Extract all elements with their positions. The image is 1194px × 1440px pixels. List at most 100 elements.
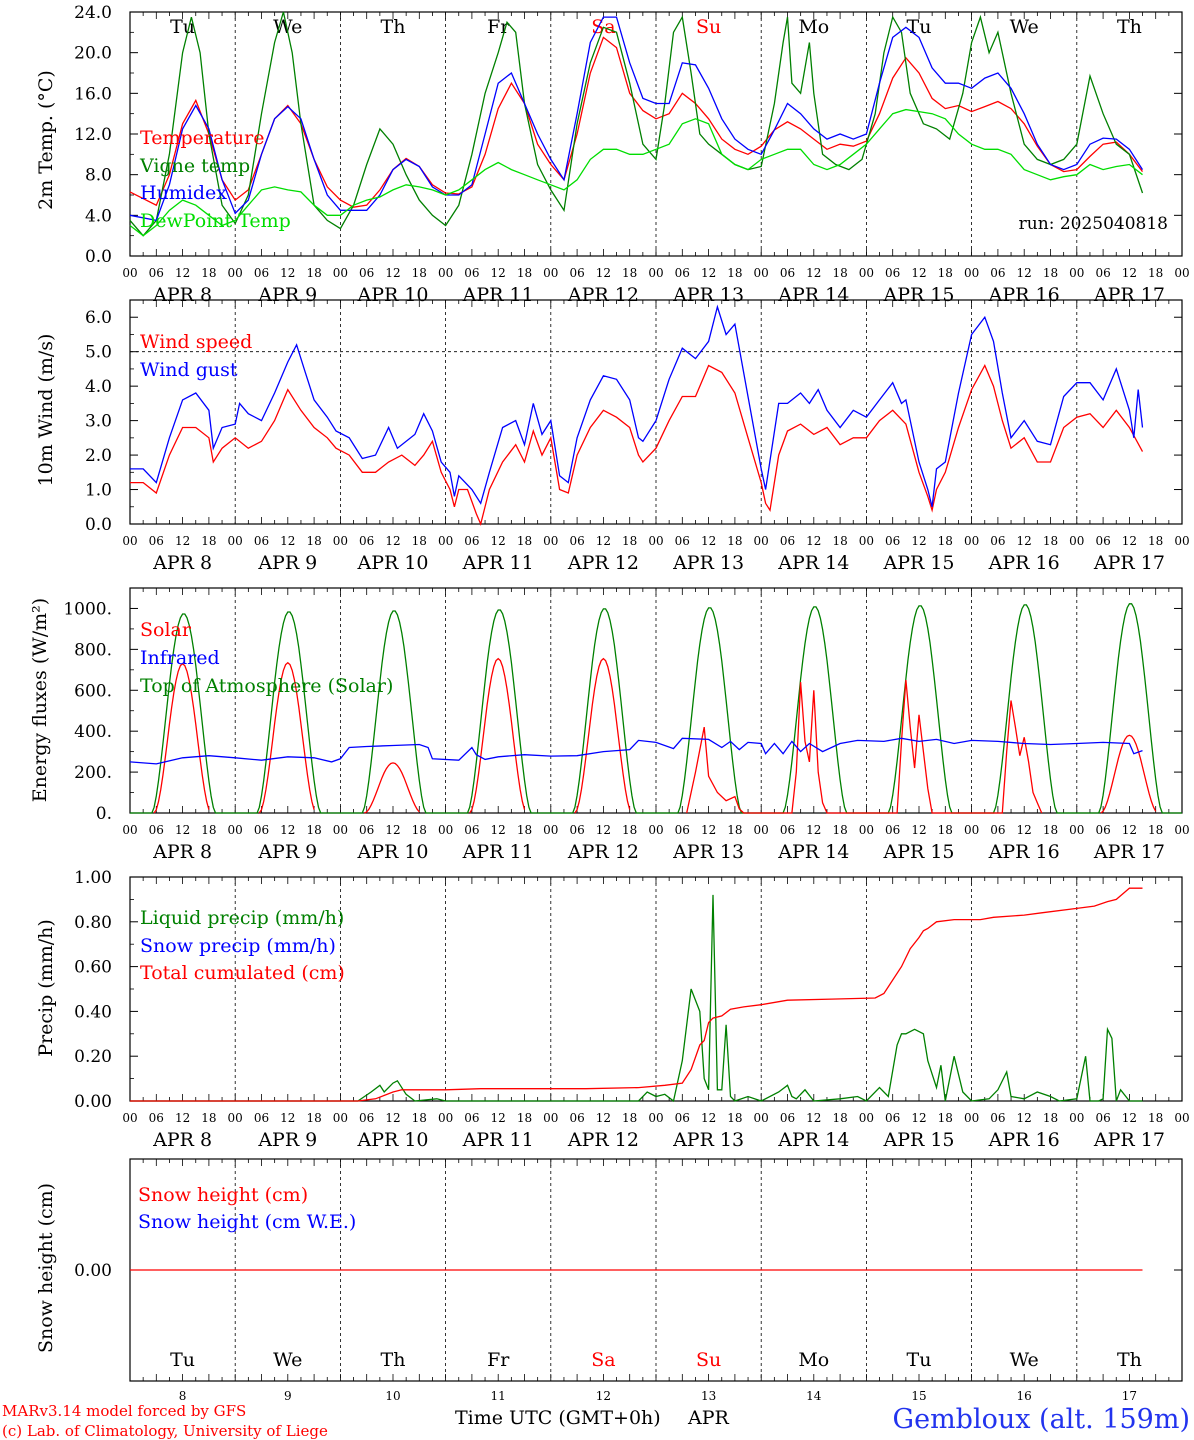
y-tick-label: 0.0: [85, 515, 112, 535]
y-tick-label: 1.0: [85, 481, 112, 501]
date-label: APR 9: [257, 552, 317, 574]
hour-tick-label: 06: [675, 823, 690, 837]
hour-tick-label: 06: [149, 266, 164, 280]
hour-tick-label: 00: [333, 823, 348, 837]
hour-tick-label: 18: [622, 823, 637, 837]
date-number-label: 16: [1017, 1389, 1032, 1403]
y-tick-label: 5.0: [85, 343, 112, 363]
hour-tick-label: 12: [806, 823, 821, 837]
hour-tick-label: 12: [385, 1111, 400, 1125]
hour-tick-label: 18: [306, 1111, 321, 1125]
y-tick-label: 0.00: [74, 1092, 112, 1112]
hour-tick-label: 00: [438, 534, 453, 548]
hour-tick-label: 12: [701, 1111, 716, 1125]
hour-tick-label: 06: [990, 1111, 1005, 1125]
temperature-legend-4: DewPoint Temp: [140, 210, 291, 232]
date-label: APR 12: [567, 841, 639, 863]
hour-tick-label: 12: [175, 823, 190, 837]
hour-tick-label: 12: [596, 266, 611, 280]
y-tick-label: 24.0: [74, 3, 112, 23]
date-label: APR 10: [356, 841, 428, 863]
hour-tick-label: 18: [832, 534, 847, 548]
hour-tick-label: 06: [254, 266, 269, 280]
hour-tick-label: 18: [1043, 534, 1058, 548]
date-label: APR 8: [152, 552, 212, 574]
hour-tick-label: 12: [175, 1111, 190, 1125]
temperature-legend-2: Vigne temp: [139, 155, 250, 177]
hour-tick-label: 18: [517, 1111, 532, 1125]
date-number-label: 10: [385, 1389, 400, 1403]
hour-tick-label: 12: [596, 823, 611, 837]
hour-tick-label: 12: [1017, 1111, 1032, 1125]
day-name-label: Su: [696, 16, 721, 38]
hour-tick-label: 00: [122, 823, 137, 837]
date-number-label: 8: [179, 1389, 187, 1403]
y-tick-label: 2.0: [85, 446, 112, 466]
temperature-ylabel: 2m Temp. (°C): [35, 70, 57, 210]
snow-legend-1: Snow height (cm): [138, 1184, 308, 1206]
hour-tick-label: 18: [622, 534, 637, 548]
hour-tick-label: 06: [885, 534, 900, 548]
date-number-label: 17: [1122, 1389, 1137, 1403]
hour-tick-label: 18: [727, 266, 742, 280]
hour-tick-label: 06: [1095, 1111, 1110, 1125]
date-label: APR 16: [988, 284, 1060, 306]
hour-tick-label: 12: [385, 823, 400, 837]
energy-legend-1: Solar: [140, 619, 192, 641]
y-tick-label: 200.: [74, 763, 112, 783]
hour-tick-label: 06: [569, 534, 584, 548]
series-line-dewpoint-temp: [129, 108, 1143, 237]
hour-tick-label: 18: [412, 823, 427, 837]
hour-tick-label: 18: [201, 1111, 216, 1125]
y-tick-label: 12.0: [74, 125, 112, 145]
credit-lab: (c) Lab. of Climatology, University of L…: [2, 1422, 328, 1440]
hour-tick-label: 12: [1122, 823, 1137, 837]
month-label: APR: [687, 1407, 730, 1429]
hour-tick-label: 00: [122, 1111, 137, 1125]
day-name-label: Tu: [170, 16, 195, 38]
hour-tick-label: 00: [754, 1111, 769, 1125]
credit-model: MARv3.14 model forced by GFS: [2, 1402, 246, 1420]
hour-tick-label: 00: [1174, 266, 1189, 280]
date-number-label: 9: [284, 1389, 292, 1403]
hour-tick-label: 06: [1095, 823, 1110, 837]
y-tick-label: 0.80: [74, 913, 112, 933]
date-label: APR 17: [1093, 552, 1165, 574]
date-label: APR 14: [777, 1129, 849, 1151]
day-name-label: Th: [1117, 16, 1142, 38]
hour-tick-label: 00: [543, 823, 558, 837]
hour-tick-label: 00: [438, 1111, 453, 1125]
hour-tick-label: 06: [254, 823, 269, 837]
hour-tick-label: 00: [964, 1111, 979, 1125]
wind-legend-2: Wind gust: [140, 359, 238, 381]
hour-tick-label: 00: [1069, 823, 1084, 837]
date-label: APR 12: [567, 284, 639, 306]
hour-tick-label: 06: [254, 1111, 269, 1125]
date-label: APR 13: [672, 552, 744, 574]
date-label: APR 15: [882, 552, 954, 574]
hour-tick-label: 18: [622, 1111, 637, 1125]
hour-tick-label: 12: [1122, 1111, 1137, 1125]
hour-tick-label: 18: [832, 1111, 847, 1125]
hour-tick-label: 12: [701, 266, 716, 280]
date-label: APR 16: [988, 841, 1060, 863]
y-tick-label: 600.: [74, 681, 112, 701]
hour-tick-label: 06: [1095, 266, 1110, 280]
hour-tick-label: 00: [122, 534, 137, 548]
precip-legend-1: Liquid precip (mm/h): [140, 907, 344, 929]
hour-tick-label: 00: [1174, 534, 1189, 548]
hour-tick-label: 06: [780, 266, 795, 280]
hour-tick-label: 12: [280, 266, 295, 280]
date-number-label: 11: [491, 1389, 506, 1403]
hour-tick-label: 12: [806, 266, 821, 280]
hour-tick-label: 18: [727, 1111, 742, 1125]
hour-tick-label: 12: [1017, 534, 1032, 548]
hour-tick-label: 00: [438, 266, 453, 280]
energy-ylabel: Energy fluxes (W/m²): [29, 598, 51, 802]
date-label: APR 8: [152, 284, 212, 306]
hour-tick-label: 18: [622, 266, 637, 280]
date-label: APR 15: [882, 1129, 954, 1151]
hour-tick-label: 06: [780, 1111, 795, 1125]
day-name-label: We: [273, 1349, 302, 1371]
hour-tick-label: 12: [911, 266, 926, 280]
